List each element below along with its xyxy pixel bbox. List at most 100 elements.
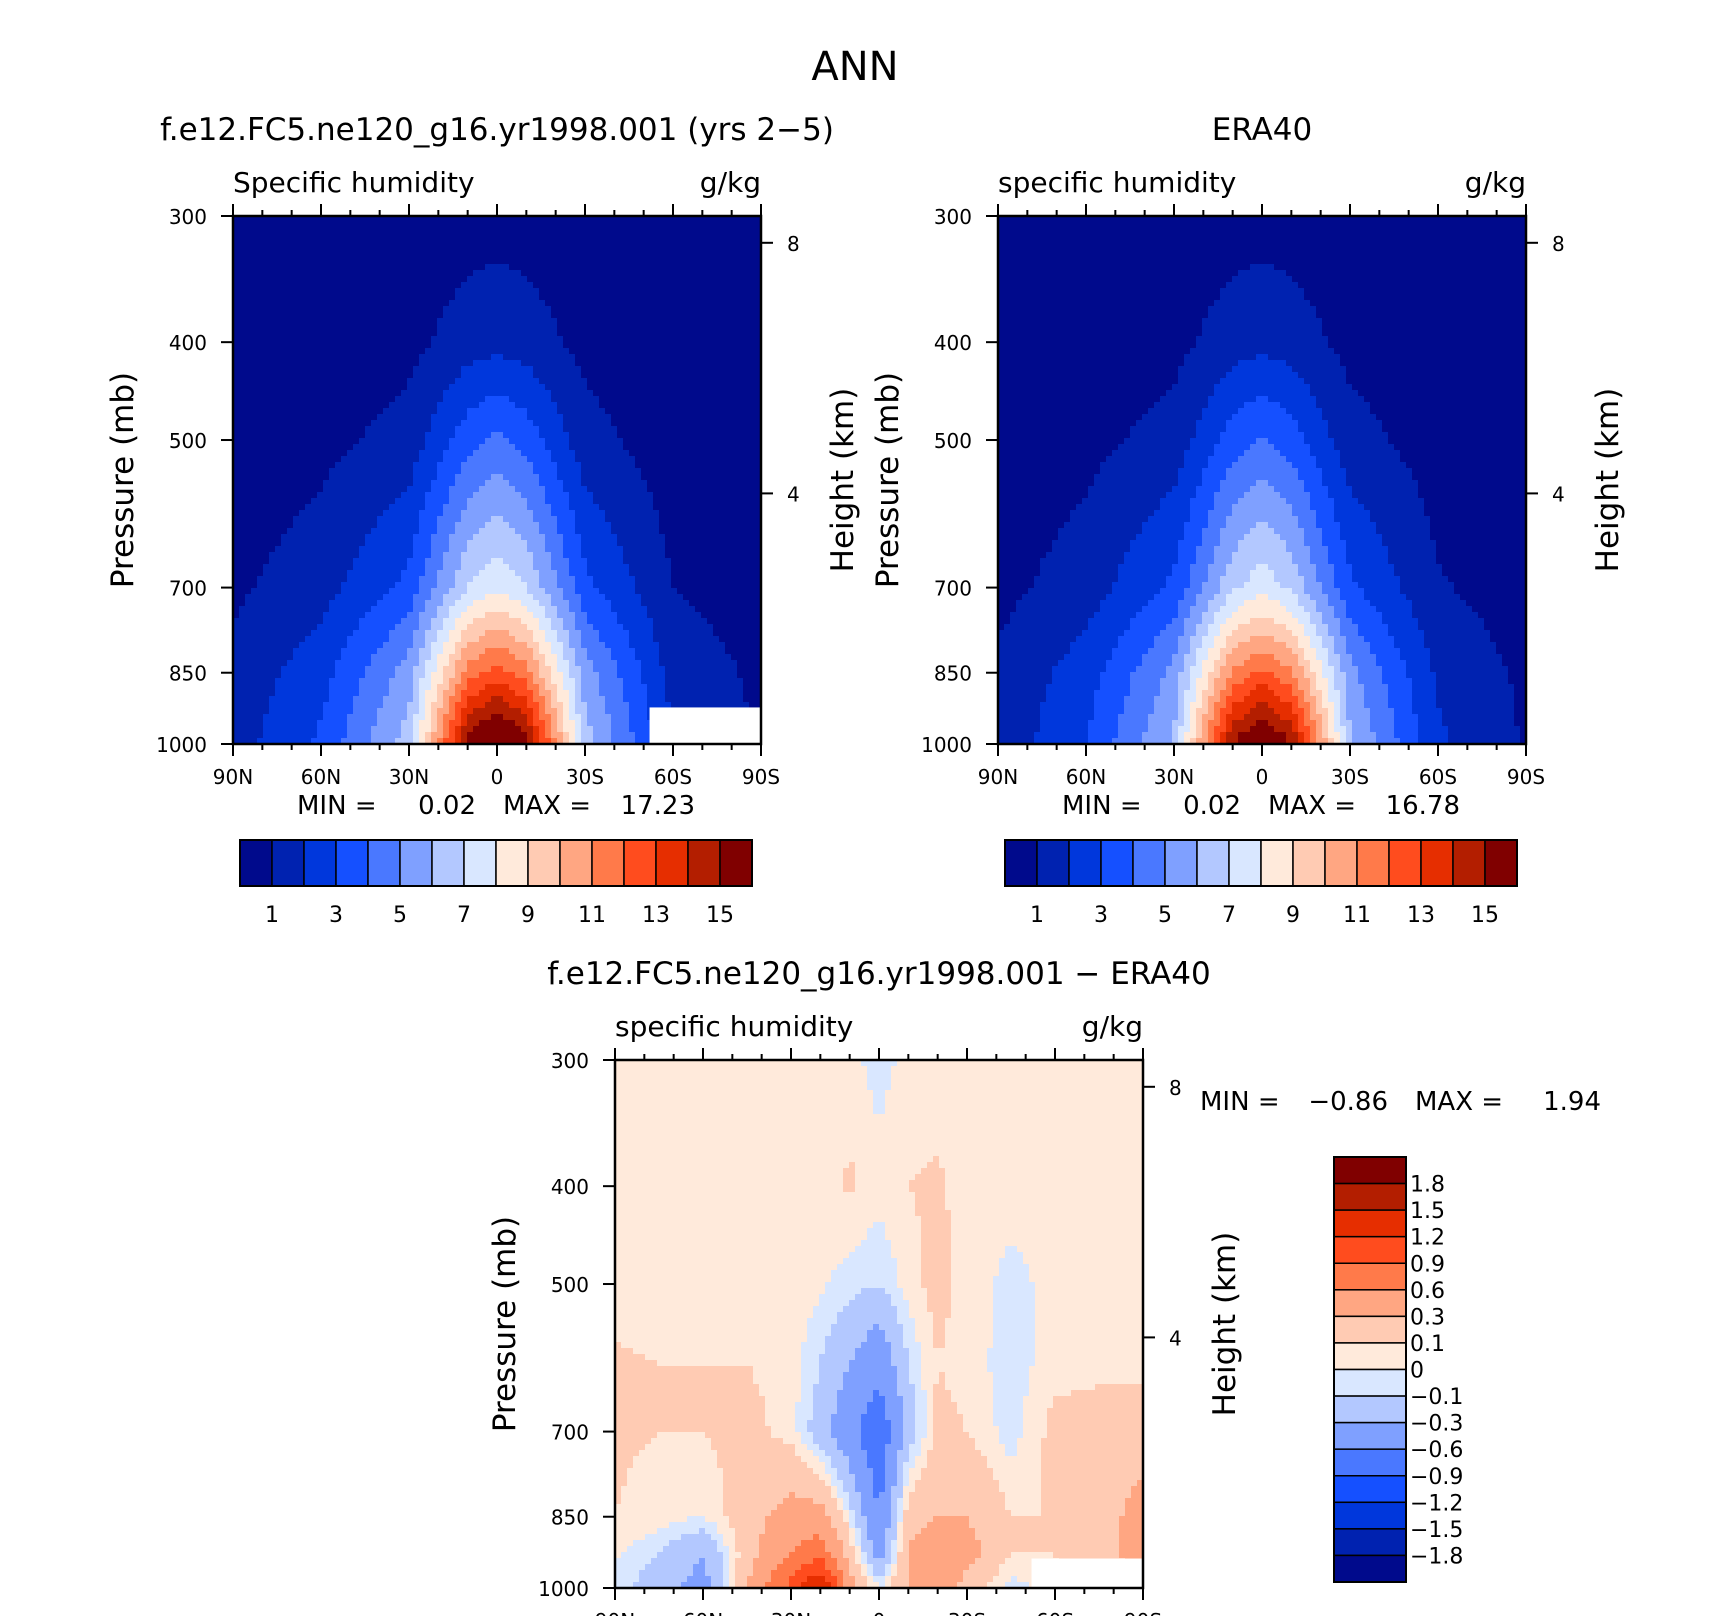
field-cell: [755, 534, 761, 541]
field-cell: [539, 474, 546, 481]
field-cell: [251, 480, 258, 487]
field-cell: [713, 498, 720, 505]
field-cell: [659, 456, 666, 463]
field-cell: [755, 354, 761, 361]
field-cell: [305, 504, 312, 511]
field-cell: [743, 354, 750, 361]
field-cell: [311, 450, 318, 457]
field-cell: [401, 402, 408, 409]
field-cell: [743, 414, 750, 421]
field-cell: [425, 420, 432, 427]
field-cell: [401, 354, 408, 361]
field-cell: [677, 420, 684, 427]
field-cell: [335, 516, 342, 523]
field-cell: [473, 342, 480, 349]
field-cell: [401, 492, 408, 499]
field-cell: [611, 234, 618, 241]
field-cell: [617, 534, 624, 541]
field-cell: [371, 216, 378, 223]
field-cell: [401, 468, 408, 475]
field-cell: [659, 228, 666, 235]
field-cell: [491, 378, 498, 385]
field-cell: [251, 360, 258, 367]
field-cell: [731, 342, 738, 349]
field-cell: [419, 336, 426, 343]
field-cell: [473, 546, 480, 553]
field-cell: [233, 312, 240, 319]
field-cell: [677, 444, 684, 451]
field-cell: [401, 474, 408, 481]
field-cell: [275, 486, 282, 493]
field-cell: [251, 498, 258, 505]
field-cell: [497, 258, 504, 265]
field-cell: [599, 348, 606, 355]
field-cell: [731, 252, 738, 259]
field-cell: [713, 312, 720, 319]
field-cell: [551, 306, 558, 313]
field-cell: [599, 504, 606, 511]
field-cell: [731, 234, 738, 241]
field-cell: [563, 240, 570, 247]
field-cell: [629, 408, 636, 415]
field-cell: [269, 294, 276, 301]
field-cell: [653, 228, 660, 235]
field-cell: [299, 456, 306, 463]
field-cell: [587, 432, 594, 439]
field-cell: [635, 252, 642, 259]
field-cell: [473, 372, 480, 379]
field-cell: [251, 354, 258, 361]
field-cell: [581, 372, 588, 379]
field-cell: [449, 306, 456, 313]
field-cell: [683, 294, 690, 301]
field-cell: [503, 414, 510, 421]
field-cell: [263, 408, 270, 415]
field-cell: [449, 366, 456, 373]
field-cell: [437, 432, 444, 439]
field-cell: [233, 492, 240, 499]
field-cell: [443, 354, 450, 361]
field-cell: [617, 324, 624, 331]
field-cell: [383, 246, 390, 253]
field-cell: [587, 384, 594, 391]
field-cell: [473, 312, 480, 319]
field-cell: [665, 402, 672, 409]
field-cell: [359, 360, 366, 367]
field-cell: [659, 276, 666, 283]
field-cell: [275, 528, 282, 535]
field-cell: [623, 474, 630, 481]
field-cell: [359, 534, 366, 541]
field-cell: [503, 438, 510, 445]
field-cell: [287, 450, 294, 457]
field-cell: [401, 396, 408, 403]
field-cell: [533, 216, 540, 223]
field-cell: [425, 240, 432, 247]
field-cell: [449, 300, 456, 307]
field-cell: [275, 342, 282, 349]
field-cell: [275, 390, 282, 397]
field-cell: [587, 468, 594, 475]
field-cell: [527, 360, 534, 367]
field-cell: [389, 534, 396, 541]
field-cell: [611, 444, 618, 451]
field-cell: [473, 228, 480, 235]
field-cell: [575, 330, 582, 337]
field-cell: [575, 390, 582, 397]
field-cell: [347, 414, 354, 421]
field-cell: [515, 504, 522, 511]
field-cell: [323, 462, 330, 469]
field-cell: [509, 492, 516, 499]
field-cell: [713, 306, 720, 313]
field-cell: [545, 372, 552, 379]
field-cell: [245, 312, 252, 319]
field-cell: [689, 492, 696, 499]
field-cell: [353, 312, 360, 319]
field-cell: [701, 504, 708, 511]
field-cell: [365, 552, 372, 559]
field-cell: [635, 384, 642, 391]
field-cell: [533, 276, 540, 283]
field-cell: [755, 378, 761, 385]
field-cell: [413, 348, 420, 355]
field-cell: [539, 384, 546, 391]
field-cell: [755, 438, 761, 445]
field-cell: [419, 492, 426, 499]
